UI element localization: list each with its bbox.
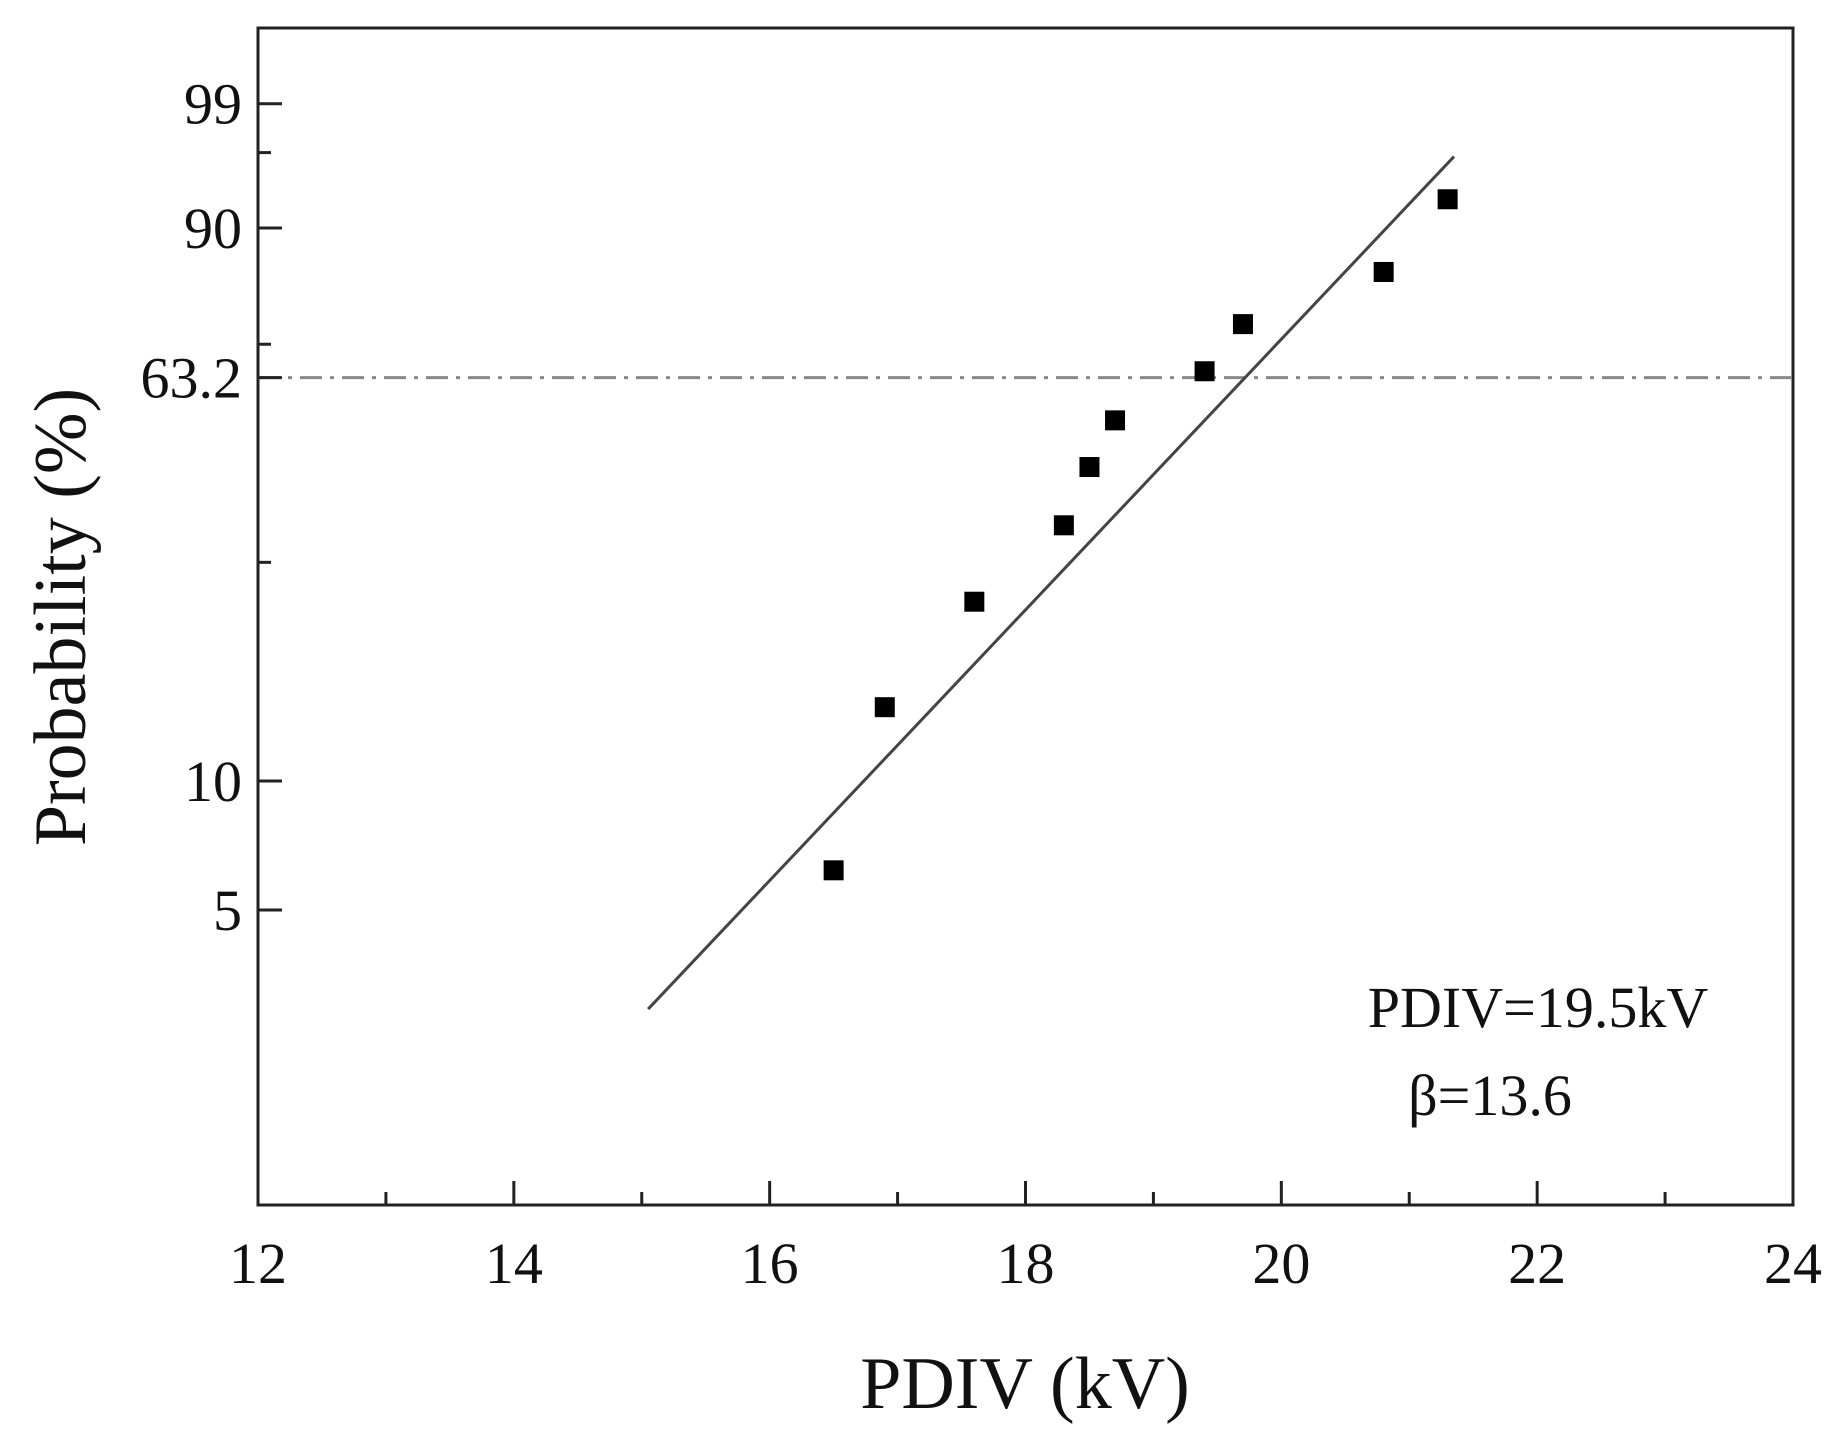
data-point — [1079, 457, 1100, 478]
x-axis-title: PDIV (kV) — [860, 1343, 1190, 1425]
annotation-pdiv: PDIV=19.5kV — [1368, 975, 1709, 1040]
data-point — [1232, 314, 1253, 335]
data-points — [823, 189, 1458, 881]
x-tick-label: 20 — [1252, 1231, 1310, 1296]
x-tick-label: 14 — [485, 1231, 543, 1296]
x-axis: 12 14 16 18 20 22 24 — [229, 1181, 1822, 1296]
data-point — [1105, 410, 1126, 431]
y-tick-label: 99 — [184, 72, 242, 137]
y-axis-title: Probability (%) — [20, 388, 102, 846]
annotation-beta: β=13.6 — [1408, 1063, 1572, 1128]
x-tick-label: 22 — [1508, 1231, 1566, 1296]
x-tick-label: 16 — [741, 1231, 799, 1296]
y-tick-label: 63.2 — [141, 346, 243, 411]
fit-line-layer — [647, 155, 1456, 1011]
x-tick-label: 24 — [1764, 1231, 1822, 1296]
data-point — [874, 697, 895, 718]
y-axis: 99 90 63.2 10 5 — [141, 72, 282, 943]
data-point — [1194, 361, 1215, 382]
data-point — [1373, 261, 1394, 282]
weibull-fit-line — [647, 155, 1456, 1011]
data-point — [1437, 189, 1458, 210]
x-tick-label: 18 — [997, 1231, 1055, 1296]
y-tick-label: 90 — [184, 196, 242, 261]
data-point — [1053, 515, 1074, 536]
data-point — [823, 860, 844, 881]
x-tick-label: 12 — [229, 1231, 287, 1296]
y-tick-label: 5 — [213, 878, 242, 943]
data-point — [964, 591, 985, 612]
y-tick-label: 10 — [184, 749, 242, 814]
